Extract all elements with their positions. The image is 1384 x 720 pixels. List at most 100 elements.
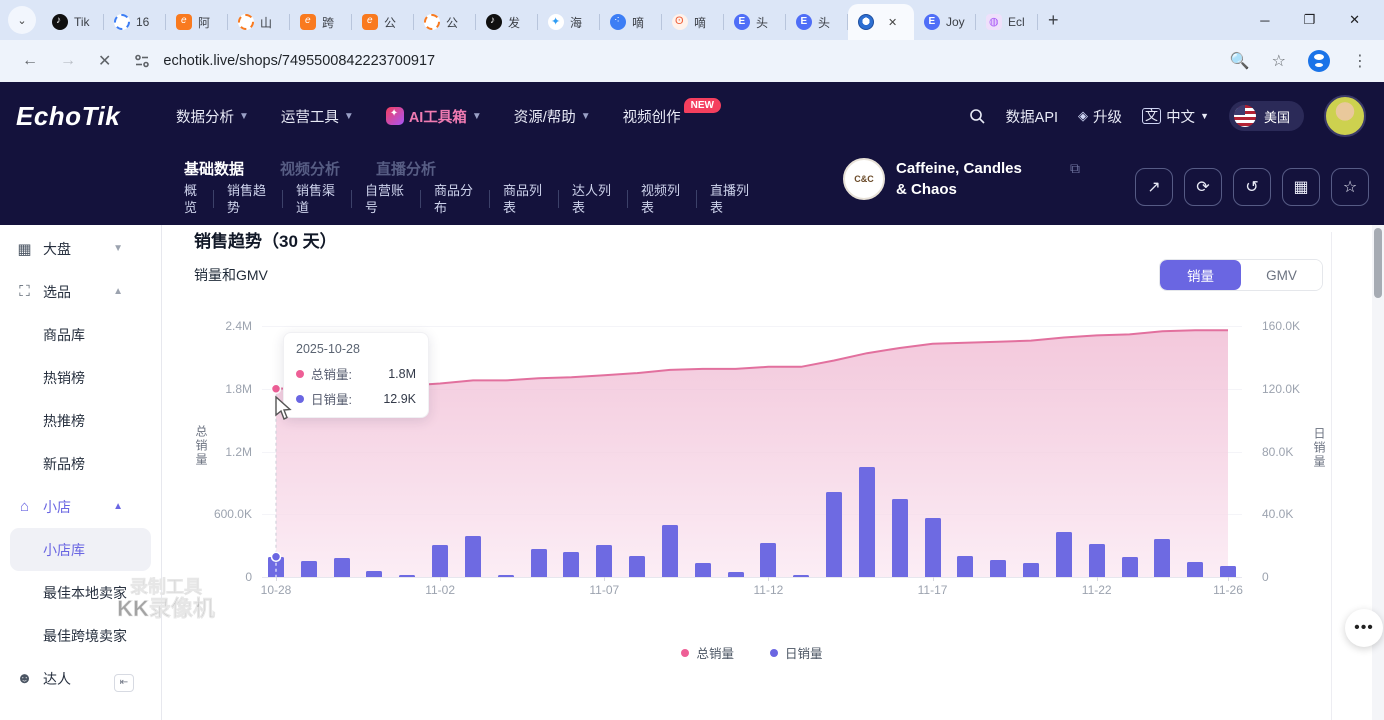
tab-basic-data[interactable]: 基础数据 [184,161,245,178]
daily-sales-bar[interactable] [1055,532,1072,577]
browser-tab[interactable]: 发 [476,4,538,40]
data-api-link[interactable]: 数据API [1005,109,1059,126]
tab-list-chevron-icon[interactable]: ⌄ [8,6,36,34]
sidebar-item-creators[interactable]: ☻ 达人 [16,670,71,687]
echotik-logo[interactable]: EchoTik [16,100,121,131]
forward-icon[interactable]: → [60,52,76,69]
site-info-icon[interactable] [131,50,153,72]
sidebar-item-shop-library[interactable]: 小店库 [10,528,151,571]
browser-tab[interactable]: 跨 [290,4,352,40]
daily-sales-bar[interactable] [694,563,711,577]
menu-self-account[interactable]: 自营账号 [365,183,405,215]
daily-sales-bar[interactable] [629,555,646,577]
sidebar-item-hot-promo[interactable]: 热推榜 [43,412,85,429]
sync-history-button[interactable]: ↺ [1233,168,1271,206]
browser-tab[interactable]: 头 [786,4,848,40]
browser-tab[interactable]: 公 [352,4,414,40]
browser-profile-avatar[interactable] [1308,50,1330,72]
maximize-button[interactable]: ❐ [1303,12,1316,27]
nav-ai-toolbox[interactable]: AI工具箱▼ [385,106,482,127]
browser-tab-active[interactable]: ✕ [848,4,914,40]
daily-sales-bar[interactable] [432,545,449,577]
zoom-search-icon[interactable]: 🔍 [1229,53,1250,70]
copy-icon[interactable]: ⧉ [1070,160,1080,176]
new-tab-button[interactable]: + [1048,9,1059,30]
daily-sales-bar[interactable] [1220,566,1236,577]
browser-menu-kebab-icon[interactable]: ⋮ [1352,53,1368,70]
open-external-button[interactable]: ↗ [1135,168,1173,206]
sidebar-item-product-library[interactable]: 商品库 [43,326,85,343]
daily-sales-bar[interactable] [1154,538,1171,577]
daily-sales-bar[interactable] [891,498,908,577]
daily-sales-bar[interactable] [793,575,810,577]
sidebar-item-product-selection[interactable]: ⛶ 选品 ▲ [0,270,161,313]
daily-sales-bar[interactable] [1187,561,1204,577]
menu-sales-channel[interactable]: 销售渠道 [296,183,336,215]
stop-loading-icon[interactable]: ✕ [98,53,112,70]
sidebar-item-dashboard[interactable]: ▦ 大盘 ▼ [17,240,123,258]
tab-close-icon[interactable]: ✕ [888,16,898,29]
menu-product-list[interactable]: 商品列表 [503,183,543,215]
nav-resources-help[interactable]: 资源/帮助 ▼ [513,109,591,126]
daily-sales-bar[interactable] [1088,544,1105,577]
qr-code-button[interactable]: ▦ [1282,168,1320,206]
browser-tab[interactable]: 头 [724,4,786,40]
menu-sales-trend[interactable]: 销售趋势 [227,183,267,215]
close-window-button[interactable]: ✕ [1349,12,1360,27]
daily-sales-bar[interactable] [399,574,416,577]
sidebar-collapse-icon[interactable]: ⇤ [114,674,134,692]
legend-daily-sales[interactable]: 日销量 [770,643,823,662]
refresh-button[interactable]: ⟳ [1184,168,1222,206]
sidebar-item-new-products[interactable]: 新品榜 [43,455,85,472]
browser-tab[interactable]: 山 [228,4,290,40]
url-text[interactable]: echotik.live/shops/7495500842223700917 [163,53,436,69]
daily-sales-bar[interactable] [661,525,678,577]
menu-video-list[interactable]: 视频列表 [641,183,681,215]
daily-sales-bar[interactable] [497,574,514,577]
back-icon[interactable]: ← [22,52,38,69]
minimize-button[interactable]: ─ [1260,12,1270,28]
region-selector[interactable]: 美国 [1228,101,1304,131]
sidebar-item-best-crossborder-sellers[interactable]: 最佳跨境卖家 [43,627,127,644]
browser-tab[interactable]: 嘀 [600,4,662,40]
bookmark-star-icon[interactable]: ☆ [1271,53,1286,70]
daily-sales-bar[interactable] [760,542,777,577]
daily-sales-bar[interactable] [596,545,613,577]
legend-total-sales[interactable]: 总销量 [681,643,734,662]
toggle-sales-button[interactable]: 销量 [1160,260,1241,290]
sidebar-item-hot-sales[interactable]: 热销榜 [43,369,85,386]
menu-overview[interactable]: 概览 [184,183,198,215]
language-selector[interactable]: 文中文 ▼ [1142,106,1209,127]
browser-tab[interactable]: 公 [414,4,476,40]
daily-sales-bar[interactable] [924,518,941,577]
nav-data-analysis[interactable]: 数据分析 ▼ [176,109,249,126]
toggle-gmv-button[interactable]: GMV [1241,260,1322,290]
menu-live-list[interactable]: 直播列表 [710,183,750,215]
nav-video-creation[interactable]: 视频创作 NEW [623,97,723,127]
sidebar-item-best-local-sellers[interactable]: 最佳本地卖家 [43,584,127,601]
daily-sales-bar[interactable] [268,556,284,577]
daily-sales-bar[interactable] [333,558,350,577]
browser-tab[interactable]: 16 [104,4,166,40]
daily-sales-bar[interactable] [858,467,875,577]
daily-sales-bar[interactable] [826,491,843,577]
browser-tab[interactable]: Tik [42,4,104,40]
menu-product-distribution[interactable]: 商品分布 [434,183,474,215]
page-scrollbar[interactable] [1372,225,1384,720]
daily-sales-bar[interactable] [300,561,317,577]
search-icon[interactable] [969,108,986,125]
menu-creator-list[interactable]: 达人列表 [572,183,612,215]
browser-tab[interactable]: Ecl [976,4,1038,40]
more-actions-button[interactable]: ••• [1345,609,1383,647]
sales-trend-chart[interactable]: 10-28 11-02 11-07 11-12 11-17 11-22 11-26 2025… [261,326,1243,597]
daily-sales-bar[interactable] [1023,563,1040,577]
omnibox[interactable]: echotik.live/shops/7495500842223700917 [131,46,435,76]
scrollbar-thumb[interactable] [1374,228,1382,298]
daily-sales-bar[interactable] [563,551,580,577]
user-avatar[interactable] [1324,95,1366,137]
daily-sales-bar[interactable] [990,560,1007,577]
tab-video-analysis[interactable]: 视频分析 [280,161,341,178]
browser-tab[interactable]: 阿 [166,4,228,40]
upgrade-link[interactable]: ◈ 升级 [1078,108,1123,126]
daily-sales-bar[interactable] [464,535,481,577]
